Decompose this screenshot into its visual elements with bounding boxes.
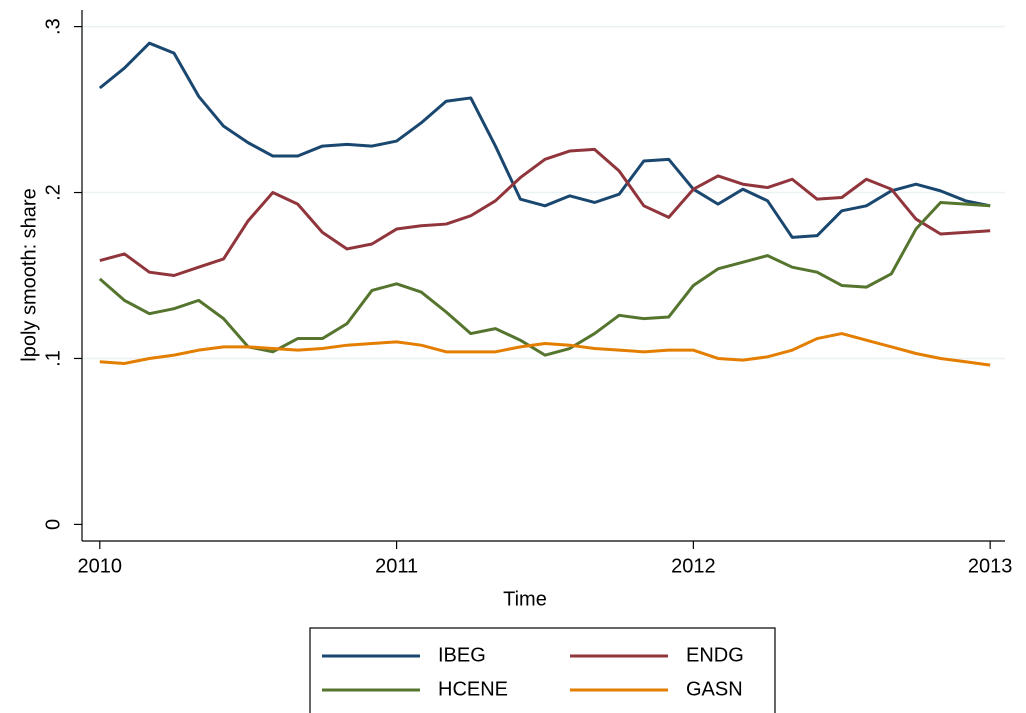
- series-line: [99, 332, 991, 367]
- y-tick-label: .2: [42, 184, 64, 201]
- y-tick-label: 0: [42, 519, 64, 530]
- legend-box: [309, 627, 776, 713]
- y-axis-label: lpoly smooth: share: [18, 188, 40, 361]
- y-tick-label: .1: [42, 350, 64, 367]
- x-tick-label: 2011: [375, 555, 418, 577]
- x-tick-label: 2010: [78, 555, 123, 577]
- legend-label: IBEG: [438, 644, 486, 666]
- x-axis-label: Time: [503, 588, 547, 610]
- y-tick-label: .3: [42, 18, 64, 35]
- legend-label: GASN: [686, 678, 743, 700]
- legend-label: HCENE: [438, 678, 508, 700]
- x-tick-label: 2012: [671, 555, 716, 577]
- x-tick-label: 2013: [968, 555, 1013, 577]
- series-line: [98, 41, 991, 239]
- legend-label: ENDG: [686, 644, 744, 666]
- series-line: [99, 147, 991, 277]
